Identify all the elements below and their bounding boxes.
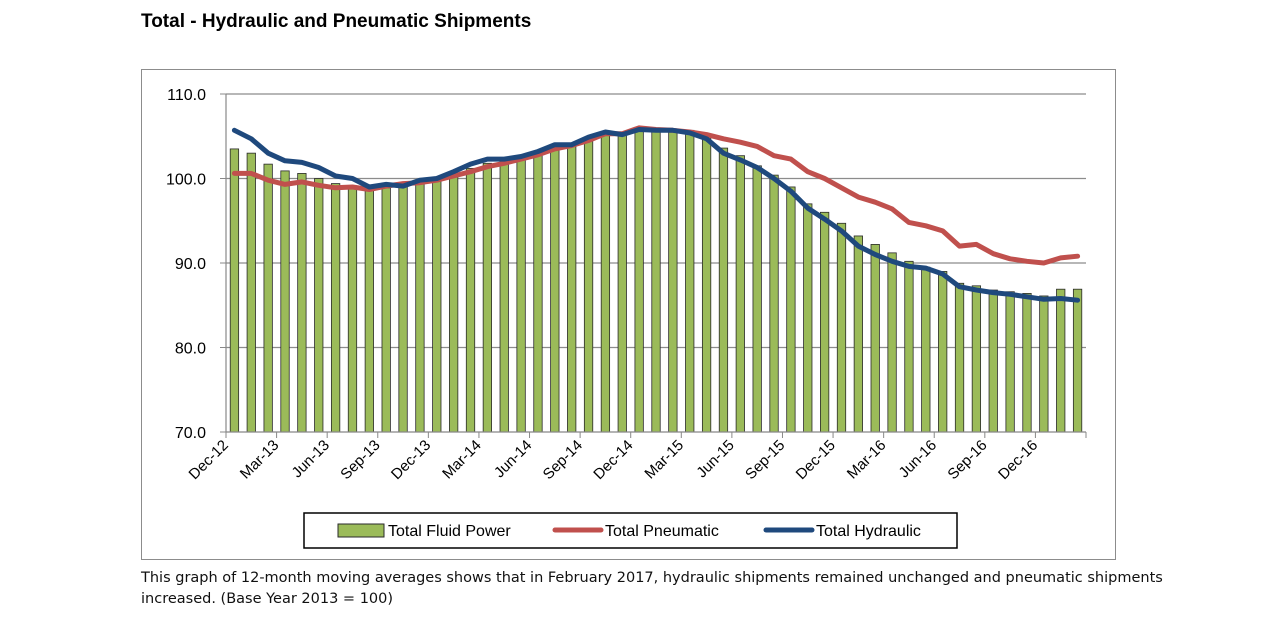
bar-total-fluid-power: [988, 289, 998, 433]
bar-total-fluid-power: [482, 162, 492, 433]
bar-total-fluid-power: [297, 173, 307, 433]
bar-total-fluid-power: [752, 165, 762, 433]
bar-total-fluid-power: [668, 129, 678, 433]
legend-label-hydraulic: Total Hydraulic: [816, 523, 921, 540]
legend-label-pneumatic: Total Pneumatic: [605, 523, 719, 540]
bar-total-fluid-power: [398, 184, 408, 433]
page-title: Total - Hydraulic and Pneumatic Shipment…: [141, 11, 532, 32]
bar-total-fluid-power: [887, 252, 897, 433]
bar-total-fluid-power: [600, 135, 611, 433]
bar-total-fluid-power: [465, 167, 476, 433]
bar-total-fluid-power: [567, 144, 577, 433]
bar-total-fluid-power: [229, 148, 240, 433]
bar-total-fluid-power: [651, 128, 661, 433]
bar-total-fluid-power: [314, 178, 324, 433]
bar-total-fluid-power: [853, 235, 863, 433]
x-tick-label: Jun-14: [491, 437, 535, 481]
bar-total-fluid-power: [449, 173, 459, 433]
bar-total-fluid-power: [870, 244, 880, 433]
x-tick-label: Mar-16: [844, 437, 890, 483]
x-tick-label: Sep-15: [742, 437, 788, 483]
bar-total-fluid-power: [533, 154, 543, 433]
bar-total-fluid-power: [1072, 288, 1083, 433]
y-tick-label: 90.0: [175, 256, 206, 273]
bar-total-fluid-power: [263, 163, 273, 433]
chart-svg: 70.0 80.0 90.0 100.0 110.0 Dec-12 Mar-13 Jun-13…: [166, 87, 1087, 549]
x-tick-label: Dec-12: [186, 437, 232, 483]
x-tick-label: Sep-16: [944, 437, 990, 483]
bar-total-fluid-power: [516, 159, 526, 433]
bar-total-fluid-power: [617, 132, 627, 433]
bar-total-fluid-power: [954, 282, 965, 433]
y-tick-label: 80.0: [175, 341, 206, 358]
bar-total-fluid-power: [718, 147, 729, 433]
bar-total-fluid-power: [634, 129, 644, 433]
bar-total-fluid-power: [820, 211, 830, 433]
line-series: [231, 125, 1081, 303]
bar-total-fluid-power: [786, 186, 796, 433]
x-tick-label: Jun-16: [896, 437, 940, 481]
x-tick-label: Sep-13: [337, 437, 383, 483]
bar-total-fluid-power: [1039, 295, 1049, 433]
x-tick-label: Mar-15: [642, 437, 688, 483]
bar-total-fluid-power: [1056, 288, 1066, 433]
x-tick-label: Sep-14: [540, 437, 586, 483]
chart-caption: This graph of 12-month moving averages s…: [141, 570, 1163, 607]
bar-total-fluid-power: [769, 174, 779, 433]
x-tick-label: Mar-14: [439, 437, 485, 483]
legend-label-fluid-power: Total Fluid Power: [388, 523, 511, 540]
bar-total-fluid-power: [685, 129, 695, 433]
bar-total-fluid-power: [432, 178, 442, 433]
bar-total-fluid-power: [347, 186, 358, 433]
bar-total-fluid-power: [381, 187, 391, 433]
bar-total-fluid-power: [499, 161, 509, 433]
legend-box: [303, 512, 958, 549]
line-total-hydraulic: [231, 127, 1081, 303]
bar-total-fluid-power: [583, 139, 594, 433]
legend-swatch-fluid-power: [337, 523, 385, 538]
bar-total-fluid-power: [938, 271, 948, 433]
bar-total-fluid-power: [246, 152, 256, 433]
x-tick-label: Mar-13: [237, 437, 283, 483]
bar-total-fluid-power: [701, 135, 712, 433]
y-tick-label: 100.0: [166, 172, 206, 189]
bar-total-fluid-power: [415, 181, 425, 433]
legend: Total Fluid Power Total Pneumatic Total Hy…: [303, 512, 958, 549]
chart-frame: 70.0 80.0 90.0 100.0 110.0 Dec-12 Mar-13 Jun-13…: [141, 69, 1116, 560]
bar-total-fluid-power: [904, 260, 914, 433]
bar-total-fluid-power: [330, 183, 341, 433]
x-tick-label: Dec-13: [388, 437, 434, 483]
x-tick-label: Jun-15: [693, 437, 737, 481]
bar-total-fluid-power: [364, 188, 374, 433]
bar-total-fluid-power: [1005, 291, 1015, 433]
bar-series-total-fluid-power: [229, 128, 1083, 433]
bar-total-fluid-power: [803, 203, 813, 433]
bar-total-fluid-power: [735, 155, 745, 433]
bar-total-fluid-power: [550, 149, 560, 433]
y-tick-label: 70.0: [175, 425, 206, 442]
x-tick-label: Dec-16: [995, 437, 1041, 483]
x-tick-label: Dec-14: [590, 437, 636, 483]
bar-total-fluid-power: [1022, 293, 1032, 433]
x-tick-label: Dec-15: [793, 437, 839, 483]
x-tick-label: Jun-13: [289, 437, 333, 481]
bar-total-fluid-power: [836, 222, 847, 433]
bar-total-fluid-power: [971, 285, 982, 433]
bar-total-fluid-power: [921, 266, 931, 433]
bar-total-fluid-power: [280, 170, 290, 433]
y-tick-label: 110.0: [167, 87, 206, 104]
